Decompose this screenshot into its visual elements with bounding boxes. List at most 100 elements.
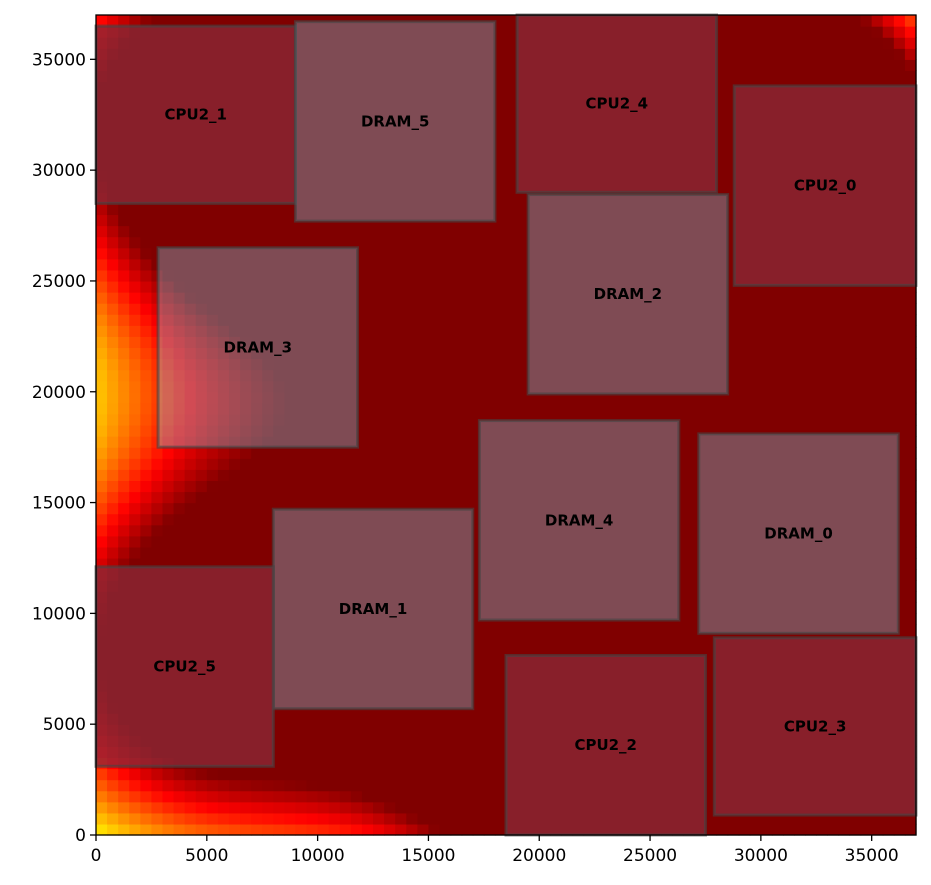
heat-cell — [783, 70, 795, 83]
heat-cell — [483, 436, 496, 448]
heat-cell — [361, 125, 374, 138]
heat-cell — [594, 524, 607, 537]
heat-cell — [439, 269, 452, 282]
heat-cell — [771, 37, 784, 49]
heat-cell — [406, 159, 418, 171]
heat-cell — [273, 15, 285, 27]
heat-cell — [450, 48, 463, 60]
heat-cell — [339, 591, 352, 603]
heat-cell — [539, 646, 551, 659]
heat-cell — [328, 325, 341, 337]
heat-cell — [572, 602, 585, 614]
heat-cell — [572, 447, 585, 459]
heat-cell — [206, 436, 219, 448]
heat-cell — [694, 203, 707, 216]
heat-cell — [472, 668, 485, 681]
heat-cell — [816, 569, 828, 581]
heat-cell — [262, 325, 274, 337]
heat-cell — [738, 15, 751, 27]
heat-cell — [439, 347, 452, 360]
heat-cell — [406, 225, 418, 238]
heat-cell — [672, 325, 684, 337]
heat-cell — [494, 192, 507, 204]
heat-cell — [506, 247, 518, 260]
heat-cell — [317, 657, 330, 670]
heat-cell — [672, 192, 684, 204]
heat-cell — [838, 524, 851, 537]
heat-cell — [328, 635, 341, 648]
heat-cell — [827, 369, 840, 382]
heat-cell — [705, 303, 718, 315]
heat-cell — [483, 136, 496, 149]
heat-cell — [350, 447, 363, 459]
heat-cell — [805, 613, 817, 626]
heat-cell — [306, 480, 319, 493]
heat-cell — [284, 646, 297, 659]
heat-cell — [583, 280, 596, 293]
heat-cell — [439, 624, 452, 637]
heat-cell — [450, 59, 463, 72]
heat-cell — [583, 303, 596, 315]
heat-cell — [450, 325, 463, 337]
heat-cell — [439, 779, 452, 792]
heat-cell — [162, 314, 175, 326]
heat-cell — [328, 513, 341, 526]
heat-cell — [228, 779, 241, 792]
heat-cell — [472, 768, 485, 781]
heat-cell — [627, 624, 640, 637]
heat-cell — [472, 679, 485, 692]
heat-cell — [627, 524, 640, 537]
heat-cell — [317, 668, 330, 681]
heat-cell — [683, 458, 695, 470]
heat-cell — [716, 303, 729, 315]
heat-cell — [384, 225, 396, 238]
heat-cell — [217, 247, 230, 260]
heat-cell — [694, 236, 707, 249]
heat-cell — [605, 580, 618, 592]
heat-cell — [550, 336, 563, 349]
heat-cell — [450, 657, 463, 670]
heat-cell — [361, 513, 374, 526]
heat-cell — [705, 402, 718, 415]
heat-cell — [240, 203, 252, 216]
heat-cell — [506, 447, 518, 459]
heat-cell — [339, 668, 352, 681]
heat-cell — [361, 280, 374, 293]
heat-cell — [96, 557, 108, 570]
heat-cell — [661, 280, 673, 293]
heat-cell — [683, 502, 695, 515]
heat-cell — [461, 690, 474, 703]
heat-cell — [228, 425, 241, 437]
heat-cell — [494, 225, 507, 238]
heat-cell — [594, 513, 607, 526]
heat-cell — [439, 613, 452, 626]
heat-cell — [716, 513, 729, 526]
heat-cell — [273, 779, 285, 792]
heat-cell — [461, 37, 474, 49]
heat-cell — [771, 524, 784, 537]
heat-cell — [295, 713, 308, 725]
heat-cell — [616, 469, 629, 482]
heat-cell — [771, 469, 784, 482]
heat-cell — [395, 147, 407, 160]
heat-cell — [306, 170, 319, 182]
heat-cell — [107, 347, 119, 360]
heat-cell — [716, 280, 729, 293]
heat-cell — [140, 247, 153, 260]
heat-cell — [206, 480, 219, 493]
heat-cell — [716, 413, 729, 426]
heat-cell — [616, 214, 629, 227]
heat-cell — [716, 524, 729, 537]
heat-cell — [406, 114, 418, 127]
heat-cell — [373, 280, 385, 293]
heat-cell — [184, 823, 197, 836]
heat-cell — [561, 292, 574, 304]
heat-cell — [228, 546, 241, 559]
heat-cell — [151, 214, 164, 227]
heat-cell — [406, 436, 418, 448]
heat-cell — [428, 103, 441, 116]
heat-cell — [395, 436, 407, 448]
heat-cell — [594, 314, 607, 326]
heat-cell — [140, 524, 153, 537]
heat-cell — [439, 159, 452, 171]
